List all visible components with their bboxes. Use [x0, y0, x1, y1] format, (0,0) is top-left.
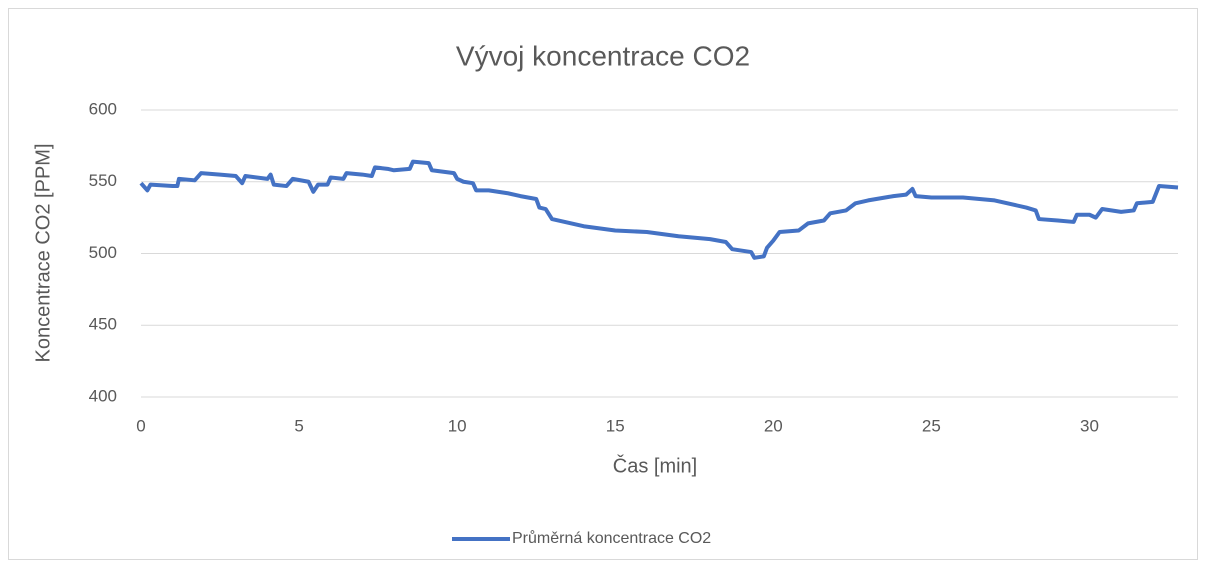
- chart-title: Vývoj koncentrace CO2: [456, 40, 750, 71]
- data-line: [139, 159, 1179, 260]
- chart-border: [8, 8, 1198, 560]
- x-tick-label: 20: [764, 416, 783, 435]
- x-tick-label: 10: [448, 416, 467, 435]
- y-tick-label: 450: [89, 315, 117, 334]
- x-tick-label: 30: [1080, 416, 1099, 435]
- x-tick-label: 25: [922, 416, 941, 435]
- x-tick-label: 5: [294, 416, 303, 435]
- y-tick-label: 400: [89, 386, 117, 405]
- y-tick-label: 550: [89, 171, 117, 190]
- y-axis-label: Koncentrace CO2 [PPM]: [32, 144, 54, 363]
- y-tick-label: 500: [89, 243, 117, 262]
- x-tick-label: 15: [606, 416, 625, 435]
- y-tick-label: 600: [89, 99, 117, 118]
- x-tick-label: 0: [136, 416, 145, 435]
- legend-label: Průměrná koncentrace CO2: [512, 529, 711, 547]
- x-axis-label: Čas [min]: [613, 454, 697, 477]
